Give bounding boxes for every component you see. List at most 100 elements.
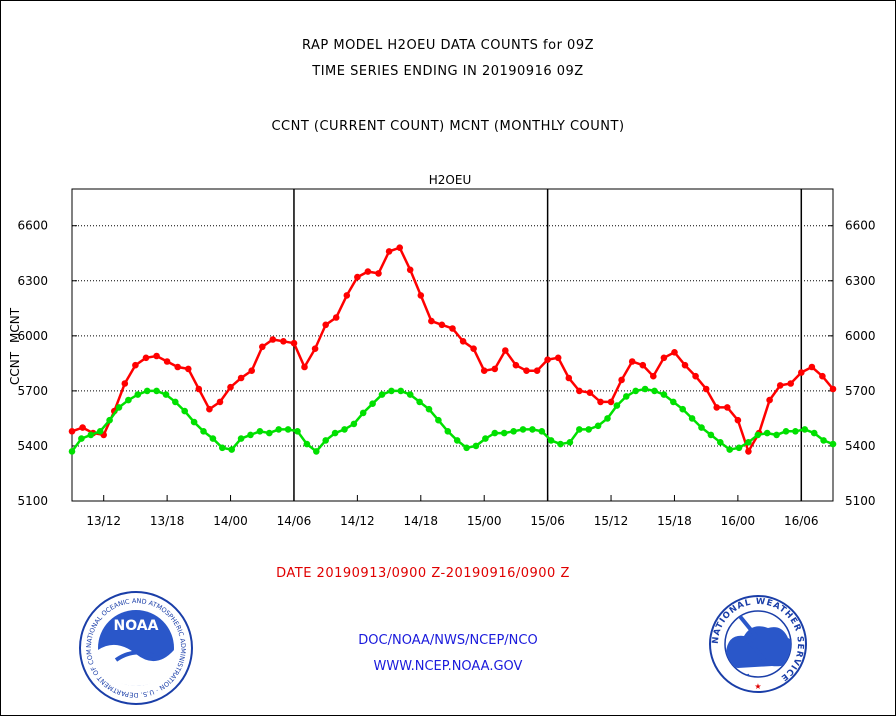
data-point-mcnt xyxy=(331,429,339,437)
data-point-mcnt xyxy=(266,429,273,437)
data-point-mcnt xyxy=(209,435,217,442)
data-point-ccnt xyxy=(491,365,499,373)
data-point-ccnt xyxy=(586,389,594,397)
data-point-ccnt xyxy=(829,385,837,393)
data-point-mcnt xyxy=(143,387,151,395)
data-point-mcnt xyxy=(698,424,705,431)
data-point-ccnt xyxy=(808,363,816,371)
data-point-ccnt xyxy=(798,369,805,376)
x-tick-label: 16/06 xyxy=(784,514,819,528)
footer-url[interactable]: WWW.NCEP.NOAA.GOV xyxy=(373,659,523,674)
data-point-ccnt xyxy=(650,372,657,380)
y-axis-label-ccnt: CCNT xyxy=(8,351,22,385)
data-point-mcnt xyxy=(726,446,733,453)
y-axis-label-group: CCNT MCNT xyxy=(8,307,22,385)
data-point-mcnt xyxy=(482,435,489,442)
data-point-ccnt xyxy=(523,367,530,375)
data-point-mcnt xyxy=(745,439,752,446)
data-point-ccnt xyxy=(332,314,340,321)
data-point-ccnt xyxy=(163,358,171,365)
data-point-mcnt xyxy=(87,431,95,439)
data-point-mcnt xyxy=(172,398,179,406)
data-point-mcnt xyxy=(115,404,123,411)
x-tick-label: 16/00 xyxy=(721,514,756,528)
chart-title-line-2: TIME SERIES ENDING IN 20190916 09Z xyxy=(312,64,584,79)
data-point-mcnt xyxy=(453,437,461,444)
data-point-mcnt xyxy=(632,387,639,395)
data-point-mcnt xyxy=(444,428,452,435)
data-point-ccnt xyxy=(533,367,541,375)
data-point-mcnt xyxy=(472,442,480,450)
data-point-mcnt xyxy=(78,435,85,442)
data-point-mcnt xyxy=(491,429,499,437)
data-point-ccnt xyxy=(174,363,181,371)
data-point-mcnt xyxy=(557,440,564,448)
data-point-ccnt xyxy=(417,292,425,299)
data-point-mcnt xyxy=(810,429,818,437)
data-point-ccnt xyxy=(544,356,551,364)
data-point-mcnt xyxy=(406,391,414,398)
data-point-mcnt xyxy=(219,444,226,452)
data-point-mcnt xyxy=(529,426,536,433)
data-point-mcnt xyxy=(425,405,433,413)
data-point-mcnt xyxy=(519,426,527,433)
y-tick-label-left: 6000 xyxy=(17,329,48,343)
data-point-ccnt xyxy=(597,398,604,406)
nws-logo: NATIONAL WEATHER SERVICE ★ xyxy=(709,595,807,693)
data-point-mcnt xyxy=(792,428,799,435)
footer-org: DOC/NOAA/NWS/NCEP/NCO xyxy=(358,633,538,648)
nws-logo-star: ★ xyxy=(754,682,761,691)
data-point-ccnt xyxy=(248,367,255,375)
data-point-ccnt xyxy=(459,338,467,345)
data-point-mcnt xyxy=(717,439,724,446)
data-point-ccnt xyxy=(237,374,245,382)
data-point-mcnt xyxy=(200,428,207,435)
data-point-mcnt xyxy=(303,440,311,448)
x-tick-label: 15/06 xyxy=(530,514,565,528)
data-point-ccnt xyxy=(385,248,393,255)
y-tick-label-left: 5700 xyxy=(17,384,48,398)
data-point-ccnt xyxy=(269,336,277,343)
data-point-ccnt xyxy=(766,396,773,404)
data-point-ccnt xyxy=(713,404,720,411)
data-point-ccnt xyxy=(692,372,699,380)
data-point-mcnt xyxy=(106,416,113,424)
data-point-ccnt xyxy=(364,268,372,275)
date-range: DATE 20190913/0900 Z-20190916/0900 Z xyxy=(276,566,570,581)
data-point-ccnt xyxy=(671,349,678,356)
y-tick-label-right: 5100 xyxy=(845,494,876,508)
data-point-mcnt xyxy=(735,444,743,452)
data-point-ccnt xyxy=(79,424,86,431)
data-point-ccnt xyxy=(280,338,287,345)
data-point-mcnt xyxy=(313,448,320,455)
plot-frame xyxy=(71,188,834,502)
data-point-mcnt xyxy=(350,420,358,428)
data-point-ccnt xyxy=(301,363,308,371)
data-point-mcnt xyxy=(754,431,762,439)
x-tick-label: 13/18 xyxy=(150,514,185,528)
data-point-ccnt xyxy=(480,367,488,375)
data-point-mcnt xyxy=(829,440,837,448)
data-point-mcnt xyxy=(275,426,283,433)
data-point-mcnt xyxy=(763,429,771,437)
data-point-ccnt xyxy=(512,361,520,369)
x-tick-label: 14/00 xyxy=(213,514,248,528)
data-point-mcnt xyxy=(397,387,405,395)
noaa-logo: NOAA NATIONAL OCEANIC AND ATMOSPHERIC AD… xyxy=(76,588,193,705)
x-tick-label: 15/18 xyxy=(657,514,692,528)
x-tick-label: 15/00 xyxy=(467,514,502,528)
series-line-mcnt xyxy=(70,387,834,454)
data-point-mcnt xyxy=(651,387,658,395)
data-point-ccnt xyxy=(68,428,76,435)
data-point-mcnt xyxy=(228,446,235,453)
data-point-mcnt xyxy=(96,428,104,435)
data-point-ccnt xyxy=(216,398,224,406)
data-point-mcnt xyxy=(613,402,621,409)
data-point-mcnt xyxy=(576,426,583,433)
data-point-ccnt xyxy=(290,339,298,347)
data-point-mcnt xyxy=(688,415,696,422)
data-point-ccnt xyxy=(607,398,615,406)
data-point-ccnt xyxy=(132,361,139,369)
x-tick-label: 15/12 xyxy=(594,514,629,528)
data-point-ccnt xyxy=(734,416,742,424)
